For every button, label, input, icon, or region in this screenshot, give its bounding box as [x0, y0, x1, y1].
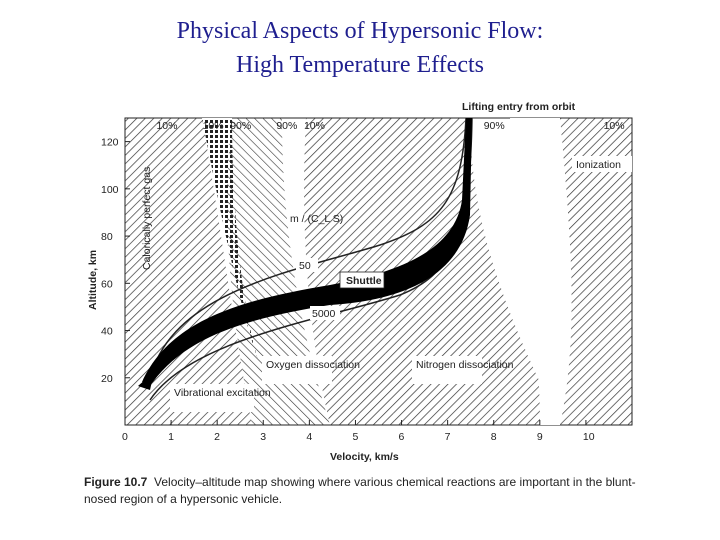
x-tick-label: 0 [122, 431, 128, 443]
top-percent-label: 10% [203, 120, 224, 132]
x-tick-label: 10 [583, 431, 595, 443]
y-axis-label: Altitude, km [87, 250, 99, 310]
x-tick-label: 1 [168, 431, 174, 443]
parameter-value-high: 5000 [312, 308, 336, 320]
parameter-label: m / (C_L S) [290, 213, 343, 225]
x-tick-label: 6 [399, 431, 405, 443]
x-tick-label: 4 [306, 431, 312, 443]
y-tick-label: 60 [101, 278, 113, 290]
trajectory-label: Shuttle [346, 275, 382, 287]
y-tick-label: 120 [101, 137, 119, 149]
figure-caption: Figure 10.7 Velocity–altitude map showin… [84, 474, 644, 508]
top-percent-label: 10% [604, 120, 625, 132]
shuttle-trajectory [142, 118, 472, 386]
x-tick-label: 9 [537, 431, 543, 443]
region-label-oxygen: Oxygen dissociation [266, 359, 360, 371]
top-percent-label: 90% [484, 120, 505, 132]
chart-title: Lifting entry from orbit [462, 101, 576, 113]
region-orbit-white [510, 118, 572, 425]
top-percent-label: 10% [156, 120, 177, 132]
band-edge-upper [149, 117, 467, 381]
y-axis-ticks: 20 40 60 80 100 120 [101, 137, 130, 385]
x-axis-label: Velocity, km/s [330, 451, 399, 463]
x-tick-label: 2 [214, 431, 220, 443]
x-tick-label: 8 [491, 431, 497, 443]
x-tick-label: 7 [445, 431, 451, 443]
parameter-value-low: 50 [299, 260, 311, 272]
y-tick-label: 100 [101, 184, 119, 196]
y-tick-label: 20 [101, 373, 113, 385]
figure-label: Figure 10.7 [84, 475, 148, 489]
top-percent-label: 90% [230, 120, 251, 132]
y-tick-label: 80 [101, 231, 113, 243]
y-tick-label: 40 [101, 326, 113, 338]
region-calorically-perfect [125, 118, 168, 425]
trajectory-arrowhead [138, 372, 154, 390]
x-axis-ticks: 0 1 2 3 4 5 6 7 8 9 10 [122, 420, 595, 443]
region-oxygen [227, 118, 330, 425]
region-ionization [560, 118, 632, 425]
top-percent-labels: 10% 10% 90% 90% 10% 90% 10% [156, 120, 624, 132]
region-oxygen-upper [304, 118, 395, 425]
slide-title-line1: Physical Aspects of Hypersonic Flow: [176, 18, 544, 44]
region-label-ionization: Ionization [576, 159, 621, 171]
region-label-vibrational: Vibrational excitation [174, 387, 271, 399]
region-label-nitrogen: Nitrogen dissociation [416, 359, 514, 371]
x-tick-label: 3 [260, 431, 266, 443]
slide-title-line2: High Temperature Effects [235, 52, 484, 78]
top-percent-label: 90% [276, 120, 297, 132]
top-percent-label: 10% [304, 120, 325, 132]
x-tick-label: 5 [352, 431, 358, 443]
caption-text: Velocity–altitude map showing where vari… [84, 475, 636, 506]
region-label-calorically-perfect: Calorically perfect gas [141, 167, 153, 270]
region-nitrogen [372, 118, 560, 425]
